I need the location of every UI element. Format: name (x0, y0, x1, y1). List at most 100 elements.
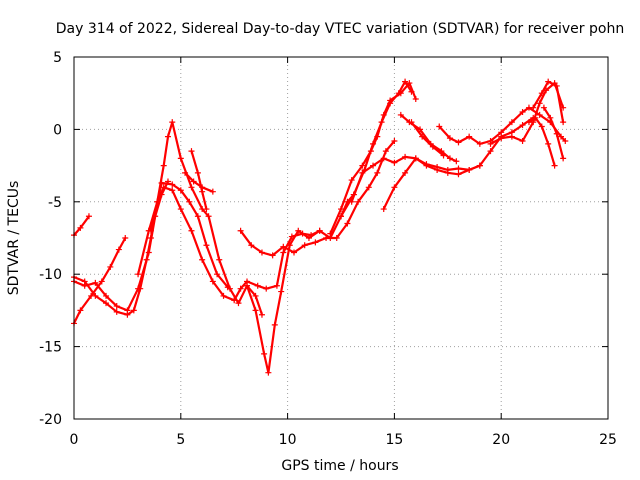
point-track-9-5 (278, 288, 285, 295)
point-track-14-5 (434, 164, 441, 171)
point-track-5-4 (169, 187, 176, 194)
series-track-16 (408, 119, 447, 159)
y-tick-label-1: 0 (53, 122, 62, 138)
point-track-15-6 (453, 158, 460, 165)
point-track-5-7 (199, 256, 206, 263)
point-track-17-10 (536, 111, 543, 118)
point-track-19-3 (553, 82, 560, 89)
point-track-6-5 (194, 213, 201, 220)
point-track-13-4 (391, 159, 398, 166)
point-track-6-4 (186, 198, 193, 205)
point-track-4-11 (160, 162, 167, 169)
point-track-6-2 (169, 181, 176, 188)
point-track-10-1 (248, 242, 255, 249)
point-track-5-10 (231, 297, 238, 304)
y-tick-label-5: -20 (39, 412, 62, 428)
point-track-9-0 (244, 282, 251, 289)
point-track-6-6 (203, 242, 210, 249)
point-track-20-4 (551, 162, 558, 169)
point-track-5-6 (188, 227, 195, 234)
point-track-12-5 (387, 100, 394, 107)
point-track-1-2 (85, 213, 92, 220)
series-track-9 (244, 191, 357, 376)
series-track-10 (237, 137, 398, 259)
point-track-4-15 (188, 184, 195, 191)
series-track-20 (525, 114, 558, 169)
point-track-6-8 (224, 284, 231, 291)
point-track-10-11 (355, 198, 362, 205)
point-track-3-3 (103, 292, 110, 299)
point-track-14-2 (402, 169, 409, 176)
point-track-9-9 (316, 227, 323, 234)
chart-title: Day 314 of 2022, Sidereal Day-to-day VTE… (56, 21, 624, 37)
point-track-8-0 (188, 148, 195, 155)
point-track-8-2 (199, 188, 206, 195)
point-track-18-3 (519, 137, 526, 144)
point-track-14-8 (466, 166, 473, 173)
point-track-19-2 (545, 78, 552, 85)
point-track-18-2 (508, 133, 515, 140)
point-track-9-6 (286, 242, 293, 249)
point-track-18-0 (487, 140, 494, 147)
x-tick-label-0: 0 (70, 432, 79, 448)
point-track-5-0 (135, 271, 142, 278)
point-track-10-13 (374, 169, 381, 176)
point-track-2-1 (77, 307, 84, 314)
y-axis-label: SDTVAR / TECUs (6, 181, 22, 296)
point-track-8-1 (194, 169, 201, 176)
series-line-track-14 (382, 157, 481, 211)
point-track-4-23 (258, 311, 265, 318)
point-track-6-0 (147, 227, 154, 234)
point-track-21-0 (540, 104, 547, 111)
series-track-17 (436, 104, 569, 147)
y-tick-label-3: -10 (39, 267, 62, 283)
point-track-7-1 (190, 178, 197, 185)
point-track-12-7 (402, 78, 409, 85)
point-track-4-2 (92, 292, 99, 299)
point-track-4-8 (143, 256, 150, 263)
point-track-9-4 (271, 321, 278, 328)
point-track-10-9 (333, 235, 340, 241)
point-track-4-12 (164, 133, 171, 140)
point-track-5-14 (263, 285, 270, 292)
point-track-10-10 (344, 220, 351, 227)
point-track-20-1 (532, 114, 539, 121)
point-track-1-1 (77, 224, 84, 231)
point-track-4-18 (216, 256, 223, 263)
point-track-5-5 (177, 206, 184, 213)
point-track-17-8 (519, 109, 526, 116)
point-track-4-20 (235, 300, 242, 307)
series-track-19 (530, 78, 567, 126)
series-line-track-6 (149, 181, 229, 289)
plot-frame (73, 56, 609, 420)
point-track-20-3 (545, 140, 552, 147)
point-track-19-0 (530, 104, 537, 111)
series-line-track-10 (239, 139, 396, 257)
series-track-14 (380, 155, 483, 213)
point-track-6-7 (214, 271, 221, 278)
point-track-12-0 (338, 213, 344, 220)
series-line-track-4 (72, 121, 264, 316)
point-track-13-2 (370, 162, 377, 169)
point-track-15-5 (446, 155, 453, 162)
point-track-15-0 (397, 111, 404, 118)
series-line-track-13 (350, 116, 535, 203)
point-track-10-14 (382, 148, 389, 155)
y-tick-label-2: -5 (48, 195, 62, 211)
point-track-4-13 (169, 119, 176, 126)
point-track-20-2 (538, 123, 545, 130)
series-line-track-17 (438, 106, 567, 145)
point-track-2-3 (98, 278, 105, 285)
point-track-9-1 (252, 307, 259, 314)
point-track-14-7 (455, 165, 462, 172)
point-track-10-2 (258, 249, 265, 256)
point-track-4-14 (177, 155, 184, 162)
point-track-10-3 (269, 252, 276, 259)
point-track-10-6 (301, 242, 308, 249)
point-track-6-1 (158, 179, 165, 186)
point-track-11-10 (412, 95, 419, 102)
point-track-10-12 (365, 184, 372, 191)
point-track-4-7 (137, 285, 144, 292)
point-track-2-5 (115, 246, 122, 253)
